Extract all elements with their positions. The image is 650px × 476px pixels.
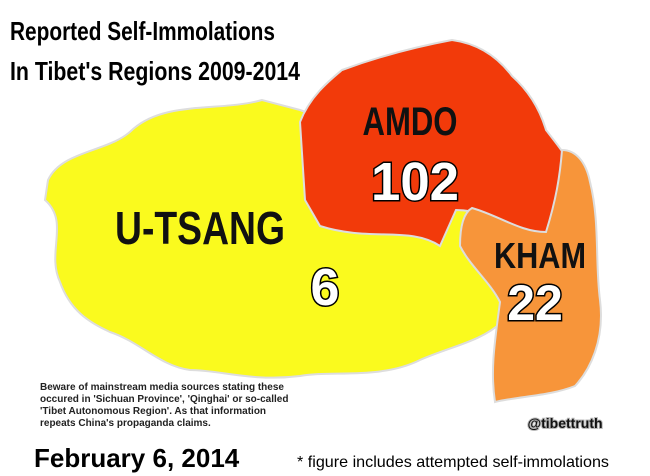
region-name: KHAM	[494, 235, 586, 276]
footnote: * figure includes attempted self-immolat…	[297, 454, 609, 471]
note-line: occured in 'Sichuan Province', 'Qinghai'…	[40, 394, 288, 405]
region-name: AMDO	[363, 100, 458, 144]
region-count: 102	[371, 152, 459, 212]
amdo-area	[298, 38, 577, 248]
handle: @tibettruth	[527, 415, 602, 431]
region-name: U-TSANG	[115, 202, 285, 254]
date: February 6, 2014	[34, 443, 240, 473]
note-line: 'Tibet Autonomous Region'. As that infor…	[40, 406, 266, 417]
region-count: 6	[311, 259, 340, 317]
footer-band	[0, 438, 650, 476]
kham-area	[458, 148, 602, 404]
title-line: Reported Self-Immolations	[10, 16, 275, 46]
region-count: 22	[507, 275, 563, 331]
title-line: In Tibet's Regions 2009-2014	[10, 56, 300, 86]
note-line: Beware of mainstream media sources stati…	[40, 382, 284, 393]
note-line: repeats China's propaganda claims.	[40, 418, 211, 429]
